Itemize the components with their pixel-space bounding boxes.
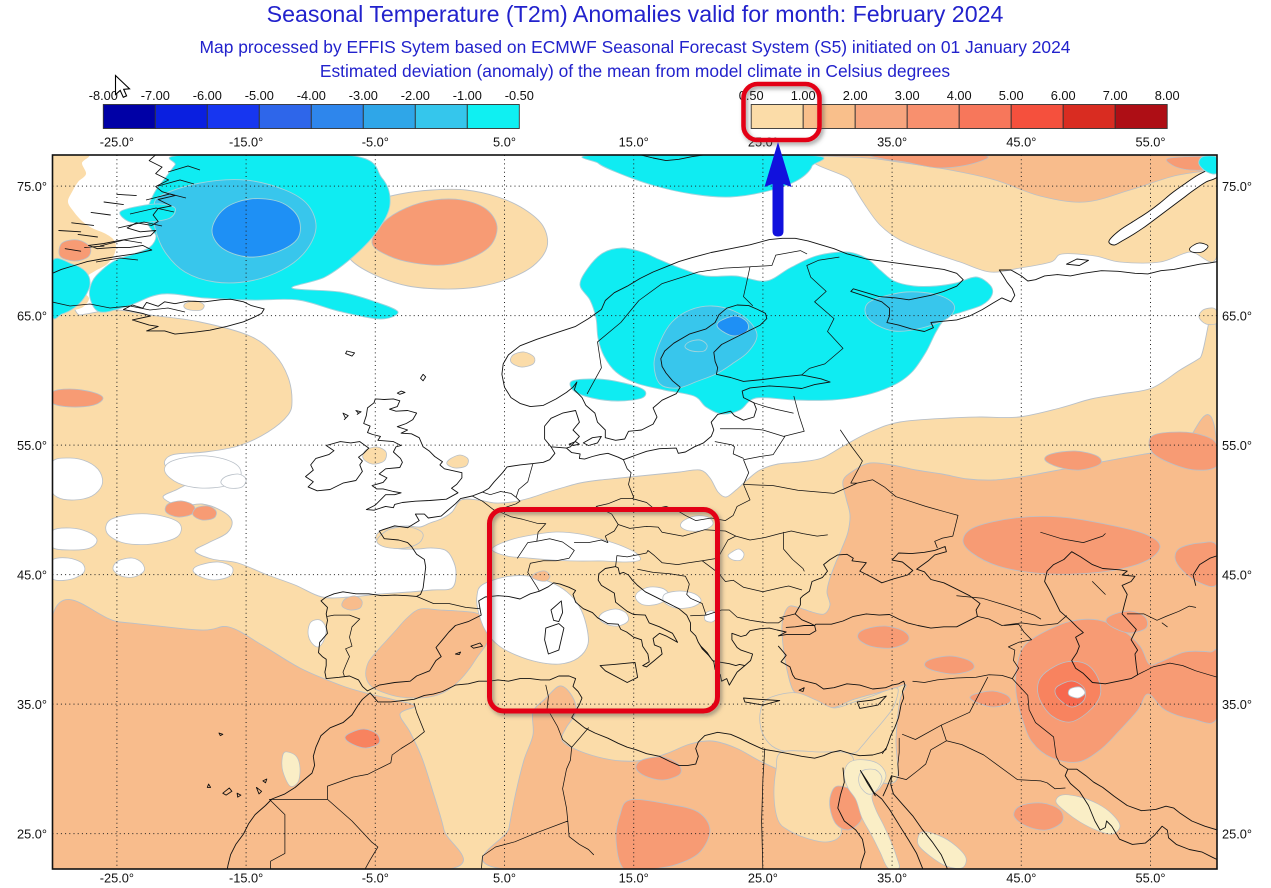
svg-text:-3.00: -3.00 [349, 88, 378, 103]
svg-text:45.0°: 45.0° [1006, 871, 1036, 886]
svg-text:3.00: 3.00 [895, 88, 920, 103]
svg-text:35.0°: 35.0° [1222, 697, 1252, 712]
svg-text:5.00: 5.00 [999, 88, 1024, 103]
svg-text:45.0°: 45.0° [17, 568, 47, 583]
svg-text:15.0°: 15.0° [619, 871, 649, 886]
svg-text:65.0°: 65.0° [1222, 309, 1252, 324]
svg-text:35.0°: 35.0° [877, 871, 907, 886]
svg-text:-5.0°: -5.0° [362, 871, 389, 886]
svg-text:-8.00: -8.00 [89, 88, 118, 103]
svg-text:Seasonal Temperature (T2m) Ano: Seasonal Temperature (T2m) Anomalies val… [267, 1, 1004, 27]
svg-text:-6.00: -6.00 [193, 88, 222, 103]
svg-text:55.0°: 55.0° [1222, 438, 1252, 453]
svg-text:45.0°: 45.0° [1006, 135, 1036, 150]
svg-text:4.00: 4.00 [947, 88, 972, 103]
svg-text:7.00: 7.00 [1103, 88, 1128, 103]
svg-text:1.00: 1.00 [791, 88, 816, 103]
svg-text:-4.00: -4.00 [297, 88, 326, 103]
svg-text:8.00: 8.00 [1155, 88, 1180, 103]
svg-text:25.0°: 25.0° [748, 871, 778, 886]
svg-text:35.0°: 35.0° [877, 135, 907, 150]
svg-text:-15.0°: -15.0° [229, 871, 263, 886]
svg-text:55.0°: 55.0° [17, 438, 47, 453]
svg-text:55.0°: 55.0° [1135, 871, 1165, 886]
svg-text:Estimated deviation (anomaly): Estimated deviation (anomaly) of the mea… [320, 61, 951, 81]
svg-text:6.00: 6.00 [1051, 88, 1076, 103]
svg-text:35.0°: 35.0° [17, 697, 47, 712]
svg-text:25.0°: 25.0° [17, 827, 47, 842]
svg-text:-15.0°: -15.0° [229, 135, 263, 150]
svg-text:Map processed by EFFIS Sytem b: Map processed by EFFIS Sytem based on EC… [200, 37, 1071, 57]
svg-text:-25.0°: -25.0° [100, 135, 134, 150]
svg-text:55.0°: 55.0° [1135, 135, 1165, 150]
svg-text:75.0°: 75.0° [1222, 179, 1252, 194]
svg-text:2.00: 2.00 [843, 88, 868, 103]
svg-text:-0.50: -0.50 [505, 88, 534, 103]
svg-text:-2.00: -2.00 [401, 88, 430, 103]
svg-text:-5.0°: -5.0° [362, 135, 389, 150]
svg-text:65.0°: 65.0° [17, 309, 47, 324]
svg-text:15.0°: 15.0° [619, 135, 649, 150]
svg-text:75.0°: 75.0° [17, 179, 47, 194]
svg-text:-25.0°: -25.0° [100, 871, 134, 886]
svg-text:5.0°: 5.0° [493, 871, 516, 886]
svg-text:5.0°: 5.0° [493, 135, 516, 150]
svg-text:-1.00: -1.00 [453, 88, 482, 103]
svg-text:-5.00: -5.00 [245, 88, 274, 103]
svg-text:45.0°: 45.0° [1222, 568, 1252, 583]
svg-text:-7.00: -7.00 [141, 88, 170, 103]
svg-text:25.0°: 25.0° [1222, 827, 1252, 842]
